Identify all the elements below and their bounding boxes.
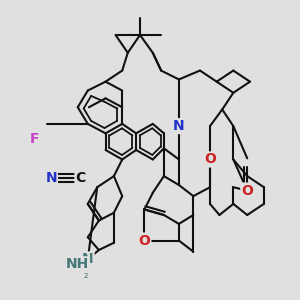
Text: O: O bbox=[204, 152, 216, 167]
Text: N: N bbox=[82, 252, 94, 266]
Text: NH: NH bbox=[66, 257, 89, 271]
Text: C: C bbox=[75, 171, 86, 185]
Text: O: O bbox=[241, 184, 253, 198]
Text: ₂: ₂ bbox=[83, 270, 88, 280]
Text: N: N bbox=[173, 119, 185, 133]
Text: N: N bbox=[45, 171, 57, 185]
Text: F: F bbox=[30, 132, 39, 146]
Text: O: O bbox=[139, 234, 150, 248]
